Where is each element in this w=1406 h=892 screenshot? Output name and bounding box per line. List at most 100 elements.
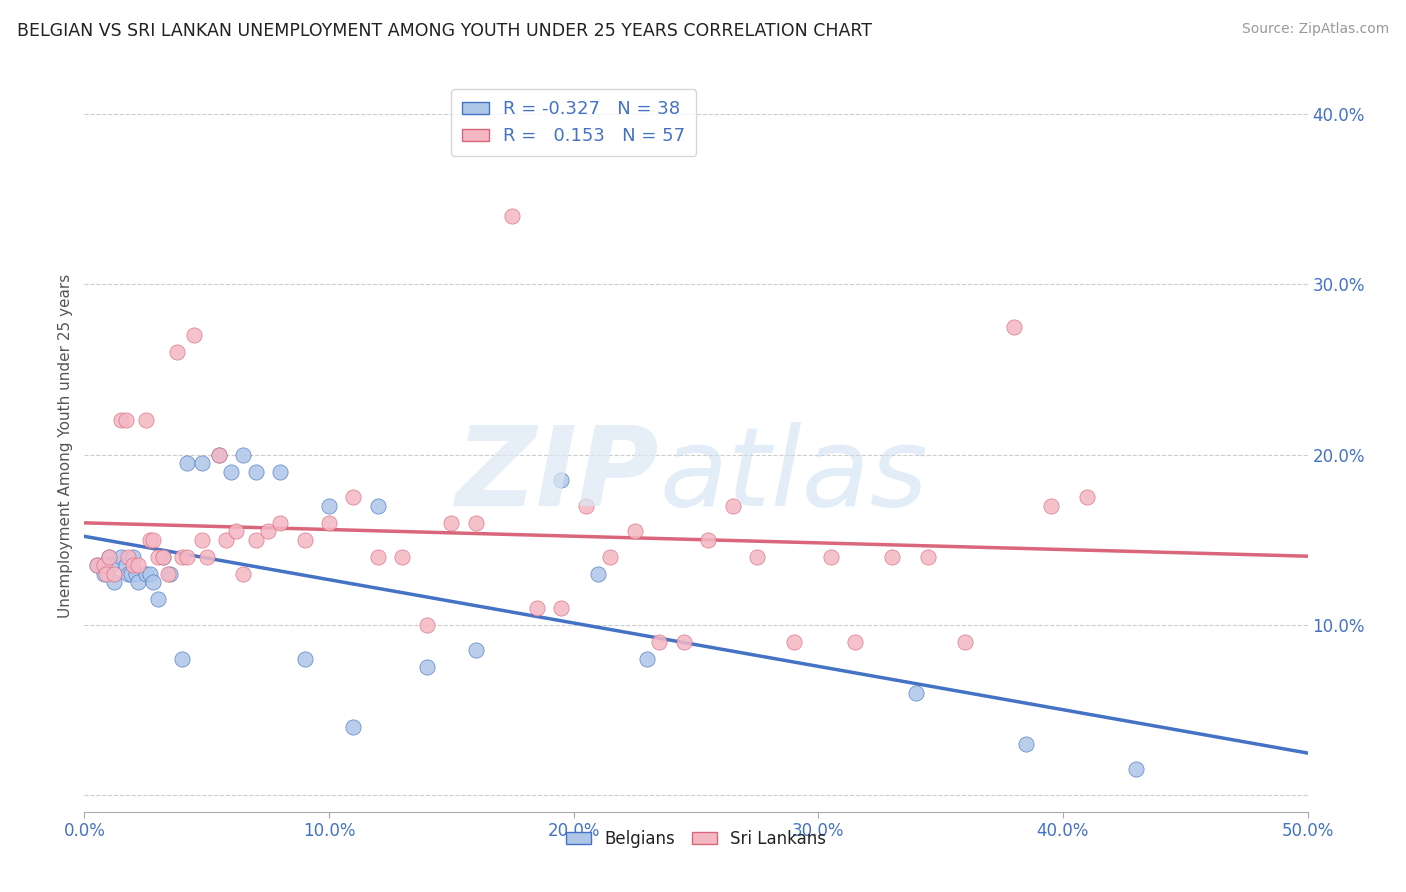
Point [103, 575, 125, 590]
Point [225, 524, 247, 538]
Point [1076, 490, 1098, 504]
Point [550, 600, 572, 615]
Point [1039, 499, 1062, 513]
Point [550, 473, 572, 487]
Point [172, 651, 194, 665]
Point [152, 549, 174, 564]
Point [93, 558, 115, 572]
Point [122, 558, 145, 572]
Point [245, 533, 267, 547]
Point [526, 600, 548, 615]
Point [215, 533, 238, 547]
Point [367, 549, 389, 564]
Point [97, 549, 120, 564]
Point [208, 448, 231, 462]
Point [195, 549, 218, 564]
Point [146, 549, 169, 564]
Point [86, 558, 108, 572]
Point [135, 566, 157, 581]
Point [127, 558, 149, 572]
Point [269, 465, 291, 479]
Point [464, 516, 486, 530]
Text: atlas: atlas [659, 422, 928, 529]
Point [97, 549, 120, 564]
Point [115, 413, 138, 427]
Point [139, 566, 162, 581]
Point [208, 448, 231, 462]
Point [139, 533, 162, 547]
Point [586, 566, 609, 581]
Point [219, 465, 242, 479]
Point [905, 686, 928, 700]
Point [245, 465, 267, 479]
Point [103, 566, 125, 581]
Point [232, 448, 254, 462]
Point [159, 566, 181, 581]
Point [440, 516, 463, 530]
Point [142, 575, 165, 590]
Point [367, 499, 389, 513]
Point [125, 566, 148, 581]
Point [127, 575, 149, 590]
Point [232, 566, 254, 581]
Y-axis label: Unemployment Among Youth under 25 years: Unemployment Among Youth under 25 years [58, 274, 73, 618]
Point [156, 566, 179, 581]
Point [416, 660, 439, 674]
Point [953, 634, 976, 648]
Text: Source: ZipAtlas.com: Source: ZipAtlas.com [1241, 22, 1389, 37]
Point [120, 566, 142, 581]
Point [191, 456, 214, 470]
Point [464, 643, 486, 657]
Point [146, 592, 169, 607]
Point [575, 499, 598, 513]
Point [86, 558, 108, 572]
Point [257, 524, 280, 538]
Point [672, 634, 695, 648]
Point [269, 516, 291, 530]
Point [183, 328, 205, 343]
Point [318, 499, 340, 513]
Point [122, 549, 145, 564]
Point [166, 345, 188, 359]
Point [502, 210, 524, 224]
Point [648, 634, 671, 648]
Point [117, 566, 139, 581]
Point [636, 651, 658, 665]
Point [176, 549, 198, 564]
Point [176, 456, 198, 470]
Point [917, 549, 939, 564]
Point [117, 549, 139, 564]
Point [783, 634, 806, 648]
Point [599, 549, 621, 564]
Point [96, 566, 118, 581]
Point [697, 533, 720, 547]
Point [624, 524, 647, 538]
Point [191, 533, 214, 547]
Legend: Belgians, Sri Lankans: Belgians, Sri Lankans [560, 823, 832, 855]
Point [318, 516, 340, 530]
Point [1002, 320, 1025, 334]
Point [172, 549, 194, 564]
Point [721, 499, 744, 513]
Point [110, 549, 132, 564]
Point [416, 617, 439, 632]
Point [747, 549, 769, 564]
Point [93, 566, 115, 581]
Point [135, 413, 157, 427]
Point [110, 413, 132, 427]
Point [115, 558, 138, 572]
Point [1125, 762, 1147, 776]
Point [342, 490, 364, 504]
Point [391, 549, 413, 564]
Text: ZIP: ZIP [456, 422, 659, 529]
Point [844, 634, 866, 648]
Point [820, 549, 842, 564]
Point [294, 651, 316, 665]
Point [142, 533, 165, 547]
Text: BELGIAN VS SRI LANKAN UNEMPLOYMENT AMONG YOUTH UNDER 25 YEARS CORRELATION CHART: BELGIAN VS SRI LANKAN UNEMPLOYMENT AMONG… [17, 22, 872, 40]
Point [294, 533, 316, 547]
Point [100, 558, 122, 572]
Point [880, 549, 903, 564]
Point [1015, 737, 1038, 751]
Point [152, 549, 174, 564]
